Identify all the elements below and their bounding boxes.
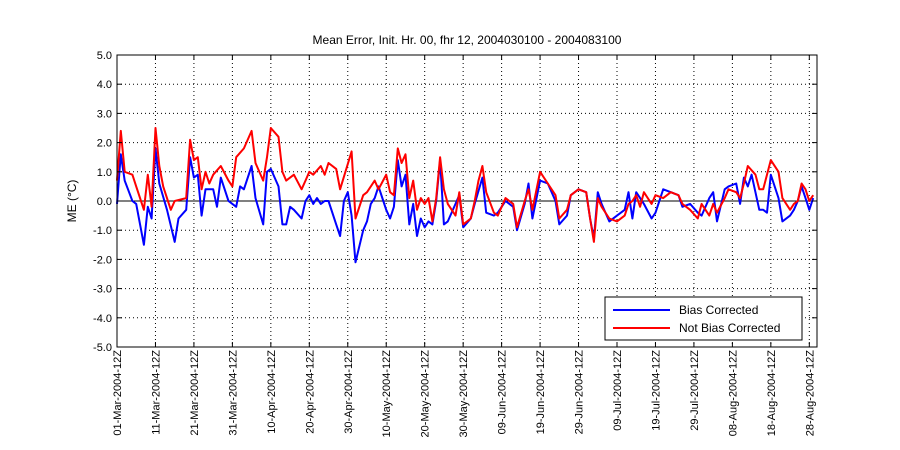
x-tick-label: 28-Aug-2004-12Z — [804, 350, 816, 437]
series-line-not-bias-corrected — [116, 127, 815, 243]
legend: Bias Corrected Not Bias Corrected — [604, 296, 803, 341]
legend-box — [604, 296, 803, 341]
x-tick-label: 18-Aug-2004-12Z — [766, 350, 778, 437]
y-tick-label: 0.0 — [97, 196, 112, 208]
x-tick-label: 20-May-2004-12Z — [420, 350, 432, 438]
x-tick-label: 11-Mar-2004-12Z — [150, 350, 162, 435]
x-tick-label: 08-Aug-2004-12Z — [727, 350, 739, 437]
x-tick-label: 19-Jun-2004-12Z — [535, 350, 547, 435]
y-tick-label: 5.0 — [97, 50, 112, 62]
x-tick-label: 30-May-2004-12Z — [458, 350, 470, 438]
x-tick-label: 29-Jul-2004-12Z — [689, 350, 701, 431]
x-tick-label: 30-Apr-2004-12Z — [343, 350, 355, 434]
x-tick-label: 20-Apr-2004-12Z — [304, 350, 316, 434]
x-tick-label: 29-Jun-2004-12Z — [574, 350, 586, 435]
y-tick-label: 3.0 — [97, 108, 112, 120]
y-axis: -5.0 -4.0 -3.0 -2.0 -1.0 0.0 1.0 2.0 3.0 4.0 5.0 — [93, 50, 817, 354]
legend-label: Bias Corrected — [679, 303, 758, 317]
x-tick-label: 19-Jul-2004-12Z — [650, 350, 662, 431]
y-tick-label: -2.0 — [93, 254, 112, 266]
x-tick-label: 09-Jun-2004-12Z — [497, 350, 509, 435]
x-tick-label: 01-Mar-2004-12Z — [112, 350, 124, 436]
series-lines — [116, 127, 815, 264]
legend-label: Not Bias Corrected — [679, 321, 780, 335]
x-tick-label: 31-Mar-2004-12Z — [227, 350, 239, 436]
y-tick-label: -4.0 — [93, 313, 112, 325]
y-axis-label: ME (°C) — [65, 180, 79, 223]
x-tick-label: 21-Mar-2004-12Z — [189, 350, 201, 436]
x-axis: 01-Mar-2004-12Z 11-Mar-2004-12Z 21-Mar-200… — [112, 55, 816, 437]
x-tick-label: 09-Jul-2004-12Z — [612, 350, 624, 431]
y-tick-label: 1.0 — [97, 167, 112, 179]
x-tick-label: 10-May-2004-12Z — [381, 350, 393, 438]
chart-title: Mean Error, Init. Hr. 00, fhr 12, 200403… — [313, 33, 622, 47]
y-tick-label: -5.0 — [93, 342, 112, 354]
y-tick-label: 4.0 — [97, 79, 112, 91]
x-tick-label: 10-Apr-2004-12Z — [266, 350, 278, 434]
y-tick-label: 2.0 — [97, 138, 112, 150]
y-tick-label: -1.0 — [93, 225, 112, 237]
y-tick-label: -3.0 — [93, 284, 112, 296]
